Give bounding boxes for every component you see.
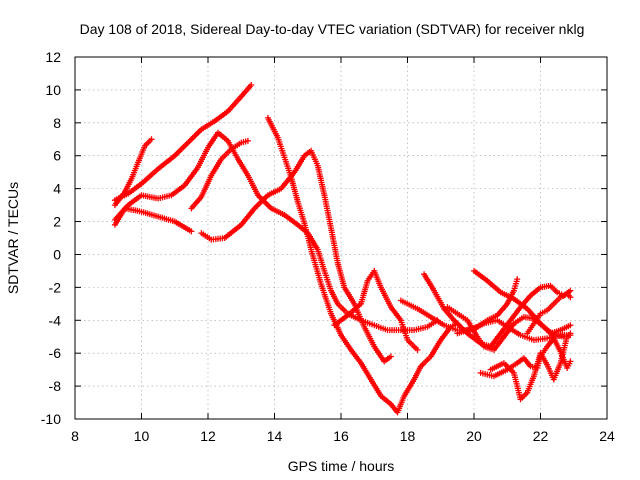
data-track	[198, 147, 394, 365]
y-tick-label: 0	[53, 246, 61, 262]
data-track	[111, 136, 155, 209]
data-track	[111, 82, 255, 204]
data-track-markers	[111, 136, 155, 209]
data-track	[524, 290, 574, 337]
y-tick-label: 2	[53, 214, 61, 230]
y-tick-label: -2	[49, 279, 62, 295]
data-track	[264, 114, 461, 416]
chart-title: Day 108 of 2018, Sidereal Day-to-day VTE…	[80, 21, 585, 37]
y-axis-label: SDTVAR / TECUs	[5, 182, 21, 294]
x-tick-label: 18	[400, 428, 416, 444]
x-tick-label: 24	[599, 428, 615, 444]
y-tick-label: -6	[49, 345, 62, 361]
x-tick-label: 10	[134, 428, 150, 444]
y-tick-label: 10	[45, 82, 61, 98]
data-track-markers	[524, 290, 574, 337]
data-track-markers	[188, 137, 251, 212]
data-track-markers	[331, 267, 421, 353]
data-track	[454, 276, 521, 337]
y-tick-label: -10	[41, 411, 61, 427]
plot-frame	[74, 56, 608, 420]
data-track-markers	[198, 147, 394, 365]
x-tick-label: 20	[466, 428, 482, 444]
x-tick-label: 8	[71, 428, 79, 444]
data-track-markers	[264, 114, 461, 416]
data-track	[111, 205, 195, 235]
y-tick-label: 4	[53, 181, 61, 197]
data-track-markers	[111, 82, 255, 204]
data-track-markers	[111, 129, 441, 334]
y-tick-label: 8	[53, 115, 61, 131]
y-tick-label: -4	[49, 312, 62, 328]
x-tick-label: 16	[333, 428, 349, 444]
x-tick-label: 22	[533, 428, 549, 444]
data-track-markers	[487, 330, 574, 403]
data-tracks	[111, 82, 574, 416]
data-track	[111, 129, 441, 334]
data-track-markers	[111, 205, 195, 235]
x-tick-label: 14	[267, 428, 283, 444]
y-tick-label: 6	[53, 148, 61, 164]
y-tick-label: -8	[49, 378, 62, 394]
data-track	[188, 137, 251, 212]
x-tick-label: 12	[200, 428, 216, 444]
x-axis-label: GPS time / hours	[288, 458, 395, 474]
data-track	[487, 330, 574, 403]
y-tick-label: 12	[45, 49, 61, 65]
data-track-markers	[454, 276, 521, 337]
data-track	[331, 267, 421, 353]
